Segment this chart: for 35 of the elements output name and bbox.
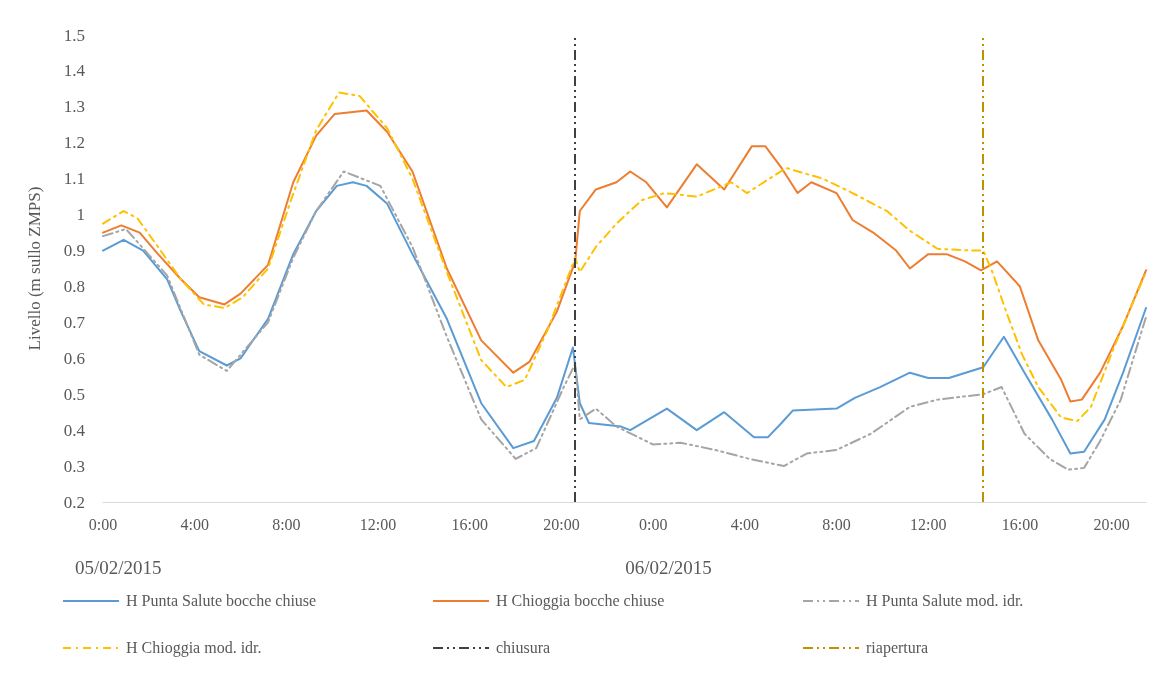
x-tick-label: 0:00 xyxy=(638,515,668,533)
y-tick-label: 1.4 xyxy=(63,61,86,81)
y-tick-label: 0.2 xyxy=(63,492,85,512)
legend-label: H Punta Salute bocche chiuse xyxy=(126,592,317,610)
x-tick-label: 4:00 xyxy=(180,515,209,533)
text: 06/02/2015 xyxy=(625,557,712,579)
x-tick-label: 12:00 xyxy=(359,515,397,533)
y-tick-label: 1.1 xyxy=(63,169,85,189)
x-tick-label: 4:00 xyxy=(730,515,760,533)
y-tick-label: 1.5 xyxy=(63,25,85,45)
x-tick-label: 20:00 xyxy=(543,515,580,533)
y-tick-label: 0.6 xyxy=(63,348,85,368)
x-tick-label: 16:00 xyxy=(1001,515,1039,533)
x-tick-label: 8:00 xyxy=(822,515,851,533)
x-tick-label: 16:00 xyxy=(451,515,488,533)
x-tick-label: 12:00 xyxy=(910,515,947,533)
y-tick-label: 0.3 xyxy=(63,456,85,476)
legend-label: H Chioggia bocche chiuse xyxy=(496,592,665,610)
y-tick-label: 1 xyxy=(76,205,85,225)
y-tick-label: 1.3 xyxy=(63,97,85,117)
y-tick-label: 0.5 xyxy=(63,384,85,404)
text: 05/02/2015 xyxy=(75,557,162,579)
y-tick-label: 0.8 xyxy=(63,276,85,296)
y-tick-label: 0.4 xyxy=(63,420,86,440)
y-tick-label: 0.7 xyxy=(63,312,86,332)
x-tick-label: 20:00 xyxy=(1093,515,1130,533)
x-tick-label: 8:00 xyxy=(272,515,301,533)
legend-label: H Punta Salute mod. idr. xyxy=(866,592,1024,610)
x-tick-label: 0:00 xyxy=(88,515,118,533)
y-axis-title: Livello (m sullo ZMPS) xyxy=(25,186,44,351)
legend-label: H Chioggia mod. idr. xyxy=(126,639,262,657)
y-tick-label: 0.9 xyxy=(63,241,85,261)
y-tick-label: 1.2 xyxy=(63,133,85,153)
legend-label: riapertura xyxy=(866,639,929,657)
legend-label: chiusura xyxy=(496,639,551,657)
